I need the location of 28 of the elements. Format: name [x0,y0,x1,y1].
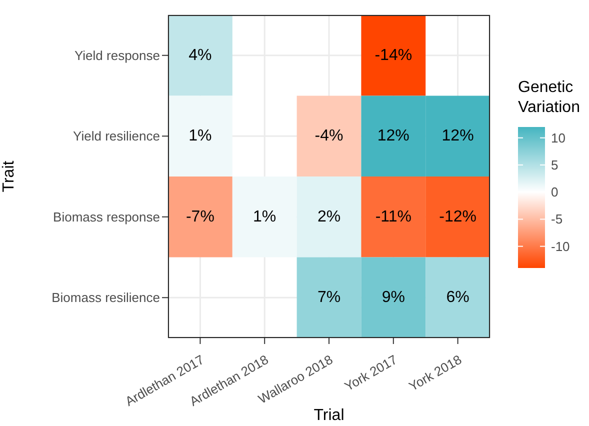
data-label: 12% [442,128,474,145]
y-tick-label: Yield resilience [73,128,160,144]
y-axis-title: Trait [0,160,18,192]
data-label: 2% [317,208,341,226]
data-label: 7% [317,289,341,306]
y-tick-label: Yield response [74,48,160,63]
x-tick-label: York 2017 [342,352,400,394]
data-label: -12% [439,208,476,226]
x-axis-title: Trial [314,407,344,424]
data-label: 1% [253,208,276,226]
data-label: 9% [382,289,405,306]
color-bar-label: -10 [551,238,570,254]
y-tick-label: Biomass response [53,209,160,224]
data-label: -14% [374,46,412,64]
color-bar-label: 5 [551,157,558,172]
data-label: 12% [377,128,410,145]
data-label: -11% [375,208,412,226]
y-tick-label: Biomass resilience [52,290,160,306]
x-tick-label: York 2018 [406,352,464,394]
data-label: 1% [188,128,212,145]
color-bar-label: 10 [551,130,566,146]
data-label: -7% [186,208,214,226]
color-bar-label: 0 [551,184,558,200]
data-label: 6% [446,289,470,306]
data-label: -4% [314,128,344,145]
legend-title: Genetic Variation [518,78,581,118]
data-label: 4% [188,46,212,64]
color-bar-label: -5 [551,212,563,227]
